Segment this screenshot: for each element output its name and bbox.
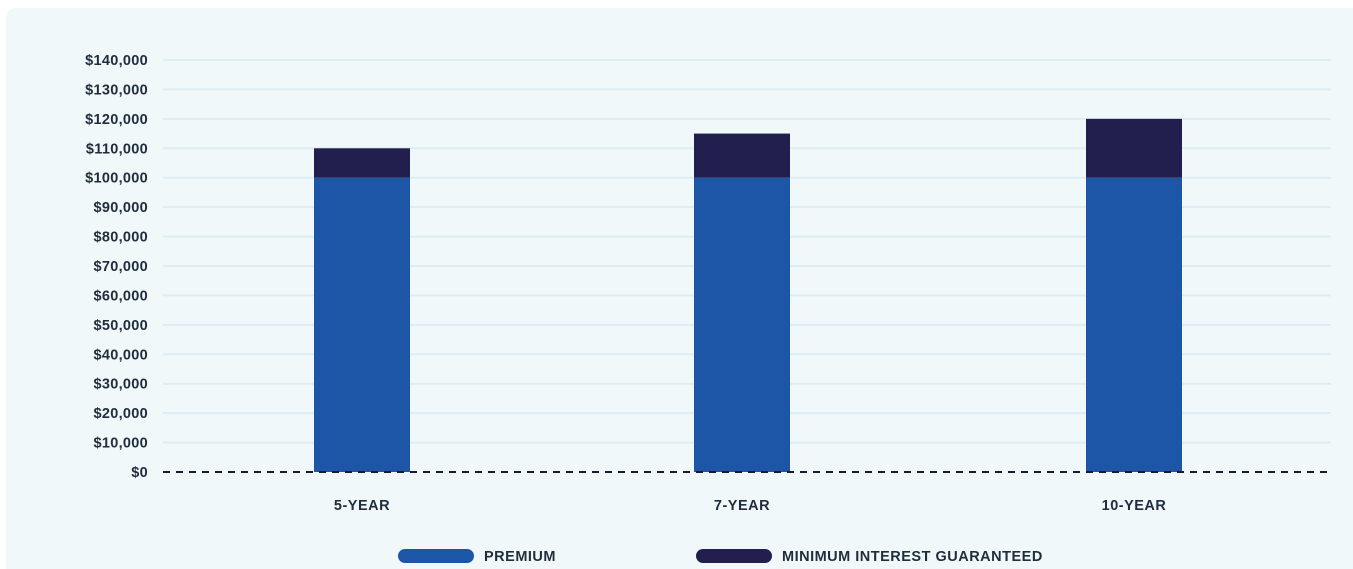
legend-label: MINIMUM INTEREST GUARANTEED [782,549,1043,565]
bar-minimum-interest-guaranteed [314,148,410,178]
y-axis-tick-labels: $0 $10,000 $20,000 $30,000 $40,000 $50,000 $60… [85,53,148,481]
legend-swatch [696,549,772,563]
y-tick-label: $30,000 [93,377,148,393]
y-tick-label: $70,000 [93,259,148,275]
y-tick-label: $40,000 [93,347,148,363]
x-tick-label: 10-YEAR [1102,498,1167,514]
bar-minimum-interest-guaranteed [1086,118,1182,178]
x-axis-tick-labels: 5-YEAR 7-YEAR 10-YEAR [334,498,1166,514]
legend-swatch [398,549,474,563]
bar-premium [314,177,410,472]
bars [314,118,1182,472]
y-tick-label: $90,000 [93,200,148,216]
legend-label: PREMIUM [484,549,556,565]
bar-premium [694,177,790,472]
y-tick-label: $80,000 [93,230,148,246]
x-tick-label: 5-YEAR [334,498,390,514]
y-tick-label: $100,000 [85,171,148,187]
y-tick-label: $60,000 [93,288,148,304]
x-tick-label: 7-YEAR [714,498,770,514]
y-tick-label: $0 [131,465,148,481]
legend: PREMIUM MINIMUM INTEREST GUARANTEED [398,549,1043,565]
y-tick-label: $50,000 [93,318,148,334]
y-tick-label: $140,000 [85,53,148,69]
bar-premium [1086,177,1182,472]
y-tick-label: $20,000 [93,406,148,422]
y-tick-label: $130,000 [85,82,148,98]
y-tick-label: $10,000 [93,436,148,452]
y-tick-label: $120,000 [85,112,148,128]
bar-minimum-interest-guaranteed [694,133,790,178]
y-tick-label: $110,000 [86,141,148,157]
